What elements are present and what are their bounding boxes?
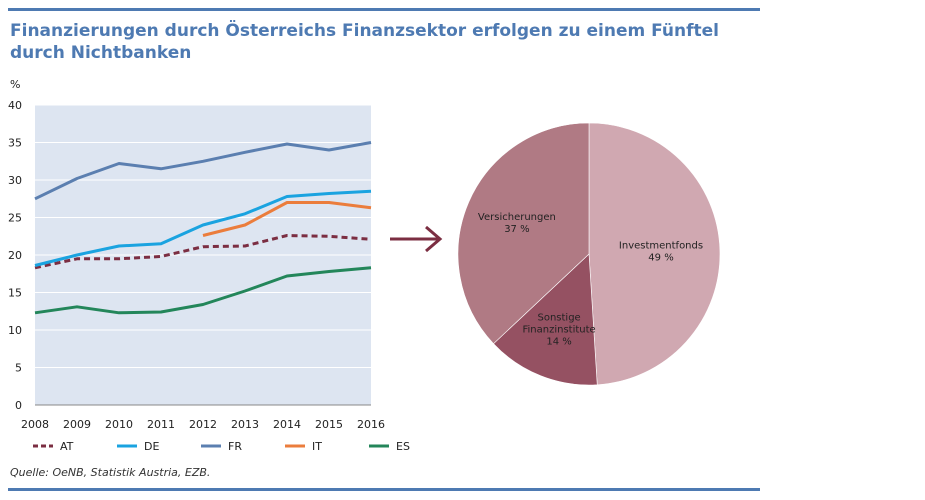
- y-tick-label: 15: [8, 287, 22, 300]
- source-note: Quelle: OeNB, Statistik Austria, EZB.: [10, 466, 211, 479]
- pie-slice-label: 14 %: [546, 337, 571, 348]
- x-tick-label: 2012: [189, 418, 217, 431]
- x-tick-label: 2009: [63, 418, 91, 431]
- x-tick-label: 2014: [273, 418, 301, 431]
- series-line-es: [34, 266, 372, 315]
- x-tick-label: 2011: [147, 418, 175, 431]
- legend-label: DE: [144, 440, 159, 453]
- series-line-at: [34, 234, 372, 270]
- pie-slice: [588, 122, 721, 386]
- pie-slice-label: Investmentfonds: [619, 241, 703, 252]
- chart-title: Finanzierungen durch Österreichs Finanzs…: [10, 21, 719, 63]
- pie-slice-label: 37 %: [504, 224, 529, 235]
- legend-label: FR: [228, 440, 242, 453]
- series-line-fr: [34, 141, 372, 201]
- arrow-right-icon: [390, 225, 443, 253]
- y-tick-label: 35: [8, 137, 22, 150]
- y-tick-label: 30: [8, 174, 22, 187]
- series-line-de: [34, 189, 372, 267]
- arrow-head: [425, 225, 443, 253]
- y-axis-unit: %: [10, 78, 20, 91]
- legend: AT DE FR IT ES: [33, 440, 410, 453]
- legend-label: IT: [312, 440, 322, 453]
- y-tick-label: 10: [8, 324, 22, 337]
- pie-slice-label: Finanzinstitute: [522, 325, 595, 336]
- bottom-rule: [8, 488, 760, 491]
- y-tick-label: 40: [8, 99, 22, 112]
- series-line-it: [202, 201, 372, 237]
- line-series: [34, 141, 372, 315]
- y-tick-label: 20: [8, 249, 22, 262]
- y-tick-label: 25: [8, 212, 22, 225]
- pie-slice: [457, 122, 590, 345]
- x-tick-label: 2010: [105, 418, 133, 431]
- x-tick-label: 2008: [21, 418, 49, 431]
- pie-slice-label: Versicherungen: [478, 212, 556, 223]
- top-rule: [8, 8, 760, 11]
- x-tick-label: 2013: [231, 418, 259, 431]
- x-axis-ticks: 2008 2009 2010 2011 2012 2013 2014 2015 2016: [21, 404, 385, 431]
- pie-slice-label: 49 %: [648, 253, 673, 264]
- pie-slice-label: Sonstige: [537, 313, 580, 324]
- x-tick-label: 2015: [315, 418, 343, 431]
- legend-label: AT: [60, 440, 74, 453]
- y-tick-label: 0: [15, 399, 22, 412]
- legend-label: ES: [396, 440, 410, 453]
- pie-slice: [493, 253, 598, 386]
- grid-lines: [35, 104, 371, 406]
- y-axis-ticks: 0 5 10 15 20 25 30 35 40: [8, 99, 22, 412]
- y-tick-label: 5: [15, 362, 22, 375]
- x-tick-label: 2016: [357, 418, 385, 431]
